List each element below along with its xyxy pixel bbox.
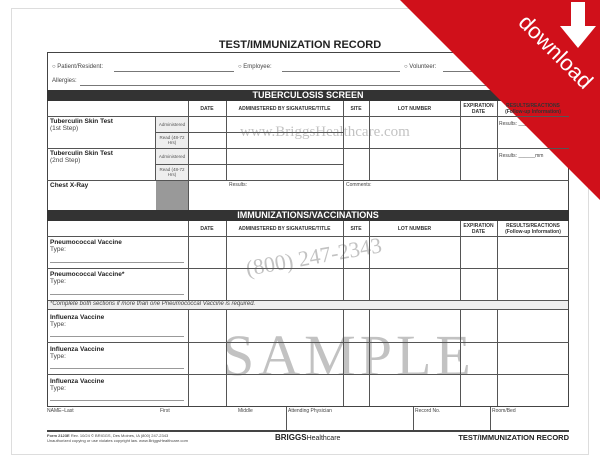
allergies-label: Allergies: <box>52 78 77 84</box>
download-ribbon[interactable]: download <box>400 0 600 200</box>
column-divider <box>497 221 498 300</box>
imm-row-5-label: Influenza Vaccine Type: <box>50 378 105 392</box>
row-divider <box>47 342 569 343</box>
column-divider <box>188 221 189 300</box>
footer-field-label[interactable]: NAME–Last <box>47 408 74 414</box>
form-title: TEST/IMMUNIZATION RECORD <box>218 39 382 51</box>
type-line <box>50 336 184 337</box>
row-divider <box>155 132 343 133</box>
imm-section-heading: IMMUNIZATIONS/VACCINATIONS <box>47 210 569 221</box>
row-divider <box>47 268 569 269</box>
type-line <box>50 262 184 263</box>
column-header: ADMINISTERED BY SIGNATURE/TITLE <box>238 225 331 232</box>
download-arrow-icon <box>560 2 596 48</box>
administered-label: Administered <box>156 149 188 164</box>
form-frame <box>47 52 569 407</box>
column-divider <box>155 116 156 180</box>
patient-line[interactable] <box>114 64 234 72</box>
column-divider <box>226 310 227 406</box>
column-divider <box>343 221 344 300</box>
column-divider <box>188 101 189 210</box>
imm-row-4-label: Influenza Vaccine Type: <box>50 346 105 360</box>
footer-divider <box>286 407 287 430</box>
footer-title: TEST/IMMUNIZATION RECORD <box>458 433 569 442</box>
column-header: DATE <box>200 105 214 112</box>
shaded-cell <box>156 181 188 210</box>
tb-section-heading: TUBERCULOSIS SCREEN <box>47 90 569 101</box>
type-line <box>50 400 184 401</box>
column-header: LOT NUMBER <box>397 225 432 232</box>
read-label: Read (48-72 Hrs) <box>156 133 188 148</box>
column-header: SITE <box>350 225 362 232</box>
employee-field-label[interactable]: ○ Employee: <box>238 64 272 70</box>
imm-row-3-label: Influenza Vaccine Type: <box>50 314 105 328</box>
footer-field-label[interactable]: Middle <box>238 408 253 414</box>
row-divider <box>47 148 569 149</box>
imm-row-1-label: Pneumococcal Vaccine Type: <box>50 239 122 253</box>
column-divider <box>343 310 344 406</box>
column-divider <box>497 101 498 180</box>
row-divider <box>47 236 569 237</box>
pneumococcal-note: *Complete both sections if more than one… <box>50 301 256 307</box>
footer-field-label[interactable]: Record No. <box>415 408 441 414</box>
patient-field-label[interactable]: ○ Patient/Resident: <box>52 64 103 70</box>
column-divider <box>226 101 227 180</box>
tb-row-2-label: Tuberculin Skin Test (2nd Step) <box>50 150 113 164</box>
column-header: ADMINISTERED BY SIGNATURE/TITLE <box>238 105 331 112</box>
footer-field-label[interactable]: Attending Physician <box>288 408 332 414</box>
footer-rule <box>47 430 569 432</box>
column-header: EXPIRATION DATE <box>463 222 494 235</box>
column-divider <box>460 221 461 300</box>
note-row <box>48 300 568 310</box>
type-line <box>50 294 184 295</box>
column-divider <box>497 310 498 406</box>
form-number: Form 2123E Rev. 10/24 © BRIGGS, Des Moin… <box>47 433 169 438</box>
column-divider <box>460 101 461 180</box>
footer-divider <box>413 407 414 430</box>
column-header: EXPIRATION DATE <box>463 102 494 115</box>
row-divider <box>47 116 569 117</box>
column-header: RESULTS/REACTIONS (Follow-up Information… <box>505 102 561 115</box>
column-header: SITE <box>350 105 362 112</box>
footer-divider <box>490 407 491 430</box>
column-divider <box>226 221 227 300</box>
xray-results-label: Results: <box>229 182 248 188</box>
footer-field-label[interactable]: First <box>160 408 170 414</box>
employee-line[interactable] <box>282 64 400 72</box>
type-line <box>50 368 184 369</box>
column-divider <box>188 310 189 406</box>
tb-row-1-label: Tuberculin Skin Test (1st Step) <box>50 118 113 132</box>
column-divider <box>369 221 370 300</box>
column-header: RESULTS/REACTIONS (Follow-up Information… <box>505 222 561 235</box>
column-divider <box>460 310 461 406</box>
row-divider <box>47 180 569 181</box>
column-header: DATE <box>200 225 214 232</box>
copyright-text: Unauthorized copying or use violates cop… <box>47 438 188 443</box>
row-divider <box>155 164 343 165</box>
read-label: Read (48-72 Hrs) <box>156 165 188 180</box>
row-divider <box>47 374 569 375</box>
column-header: LOT NUMBER <box>397 105 432 112</box>
column-divider <box>343 101 344 210</box>
xray-comments-label: Comments: <box>346 182 372 188</box>
allergies-line[interactable] <box>80 78 494 86</box>
tb-row-3-label: Chest X-Ray <box>50 182 89 189</box>
column-divider <box>369 101 370 180</box>
administered-label: Administered <box>156 117 188 132</box>
column-divider <box>369 310 370 406</box>
footer-field-label[interactable]: Room/Bed <box>492 408 516 414</box>
briggs-logo: BRIGGSHealthcare <box>275 433 341 442</box>
imm-row-2-label: Pneumococcal Vaccine* Type: <box>50 271 125 285</box>
